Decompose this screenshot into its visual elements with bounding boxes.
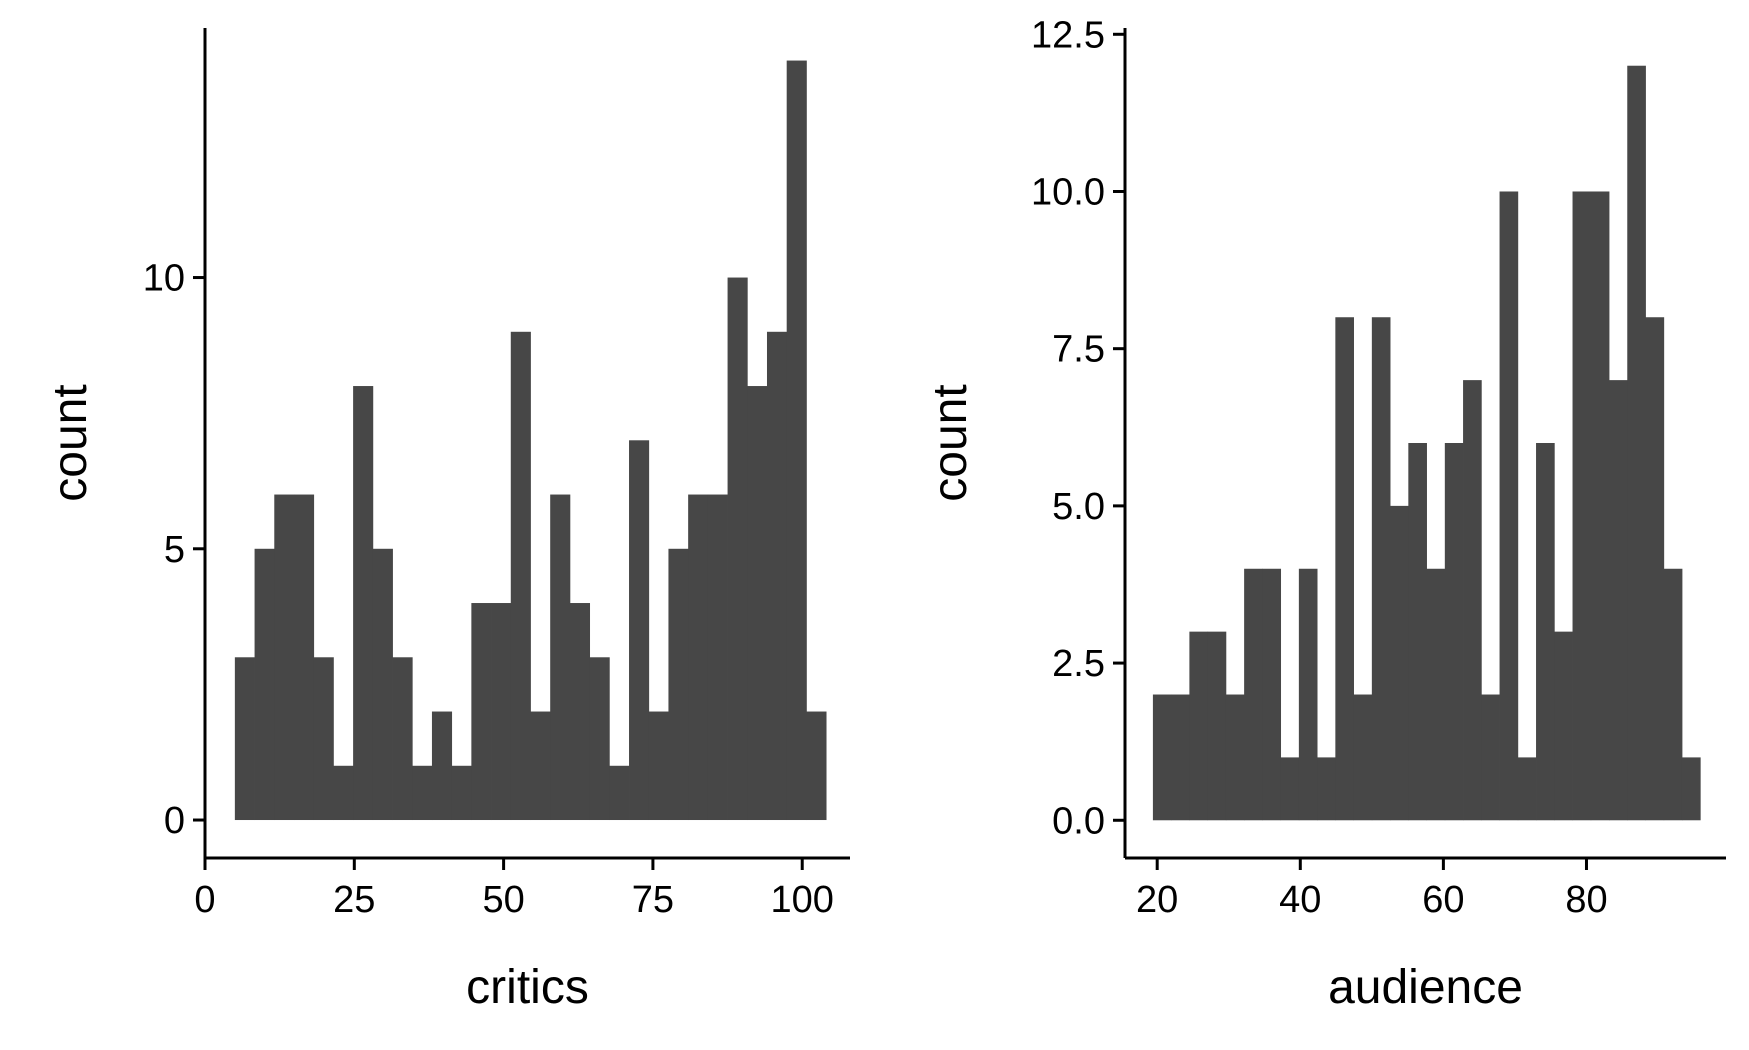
audience-y-tick-label: 2.5 <box>1052 643 1105 685</box>
audience-bar <box>1499 191 1519 821</box>
critics-bar <box>333 765 354 821</box>
audience-bar <box>1554 631 1573 821</box>
audience-bar <box>1207 631 1227 821</box>
audience-y-tick-label: 0.0 <box>1052 800 1105 842</box>
audience-y-tick-label: 7.5 <box>1052 329 1105 371</box>
critics-bar <box>648 711 669 821</box>
audience-bar <box>1663 568 1683 821</box>
audience-bar <box>1536 443 1555 821</box>
critics-bar <box>550 494 571 821</box>
critics-bar <box>688 494 709 821</box>
critics-bar <box>806 711 827 821</box>
critics-bar <box>392 657 413 821</box>
critics-x-tick-label: 25 <box>333 879 375 921</box>
critics-bar <box>372 548 393 821</box>
critics-y-tick-label: 10 <box>143 258 185 300</box>
critics-bar <box>451 765 472 821</box>
critics-x-tick-label: 0 <box>194 879 215 921</box>
critics-bar <box>609 765 630 821</box>
critics-x-ticks: 0 25 50 75 100 <box>194 858 834 921</box>
audience-bar <box>1371 317 1391 821</box>
critics-x-tick-label: 75 <box>632 879 674 921</box>
critics-bar <box>707 494 728 821</box>
audience-bar <box>1517 757 1537 821</box>
audience-bar <box>1152 694 1172 821</box>
audience-bar <box>1171 694 1190 821</box>
critics-bars <box>234 60 827 821</box>
critics-bar <box>727 277 748 821</box>
audience-bar <box>1225 694 1245 821</box>
audience-bar <box>1280 757 1300 821</box>
audience-bar <box>1444 443 1464 821</box>
audience-bar <box>1681 757 1701 821</box>
audience-y-tick-label: 10.0 <box>1031 171 1105 213</box>
audience-bar <box>1317 757 1336 821</box>
audience-y-tick-label: 12.5 <box>1031 14 1105 56</box>
audience-x-ticks: 20 40 60 80 <box>1136 858 1608 921</box>
audience-x-tick-label: 80 <box>1565 879 1607 921</box>
critics-bar <box>530 711 551 821</box>
audience-bar <box>1609 380 1628 821</box>
critics-bar <box>471 603 492 821</box>
audience-bar <box>1426 568 1446 821</box>
critics-bar <box>293 494 315 821</box>
audience-y-ticks: 0.0 2.5 5.0 7.5 10.0 12.5 <box>1031 14 1125 842</box>
audience-bar <box>1572 191 1592 821</box>
audience-bars <box>1152 65 1701 821</box>
critics-bar <box>668 548 689 821</box>
audience-bar <box>1244 568 1263 821</box>
critics-bar <box>353 386 374 821</box>
audience-bar <box>1353 694 1373 821</box>
critics-bar <box>234 657 255 821</box>
critics-y-ticks: 0 5 10 <box>143 258 205 842</box>
audience-x-axis-title: audience <box>1328 961 1523 1014</box>
audience-x-tick-label: 20 <box>1136 879 1178 921</box>
critics-bar <box>569 603 591 821</box>
audience-y-tick-label: 5.0 <box>1052 486 1105 528</box>
critics-bar <box>766 331 788 821</box>
critics-bar <box>510 331 531 821</box>
audience-bar <box>1627 65 1646 821</box>
audience-bar <box>1408 443 1427 821</box>
critics-bar <box>313 657 334 821</box>
audience-bar <box>1335 317 1354 821</box>
audience-bar <box>1463 380 1482 821</box>
audience-bar <box>1390 505 1409 821</box>
audience-y-axis-title: count <box>924 384 977 501</box>
audience-bar <box>1189 631 1209 821</box>
audience-histogram-panel: 0.0 2.5 5.0 7.5 10.0 12.5 20 40 60 80 audience c… <box>924 14 1726 1014</box>
critics-bar <box>491 603 512 821</box>
critics-histogram-panel: 0 5 10 0 25 50 75 100 critics count <box>44 28 850 1014</box>
audience-bar <box>1590 191 1610 821</box>
audience-x-tick-label: 60 <box>1422 879 1464 921</box>
audience-bar <box>1645 317 1665 821</box>
critics-x-axis-title: critics <box>466 961 589 1014</box>
critics-bar <box>254 548 275 821</box>
critics-y-axis-title: count <box>44 384 97 501</box>
critics-y-tick-label: 0 <box>164 800 185 842</box>
audience-bar <box>1298 568 1318 821</box>
critics-y-tick-label: 5 <box>164 529 185 571</box>
audience-bar <box>1481 694 1500 821</box>
critics-x-tick-label: 100 <box>771 879 834 921</box>
audience-bar <box>1262 568 1282 821</box>
critics-bar <box>629 440 650 821</box>
critics-bar <box>786 60 807 821</box>
critics-bar <box>589 657 610 821</box>
critics-bar <box>431 711 453 821</box>
critics-x-tick-label: 50 <box>482 879 524 921</box>
audience-x-tick-label: 40 <box>1279 879 1321 921</box>
critics-bar <box>412 765 433 821</box>
critics-bar <box>747 386 768 821</box>
critics-bar <box>274 494 295 821</box>
